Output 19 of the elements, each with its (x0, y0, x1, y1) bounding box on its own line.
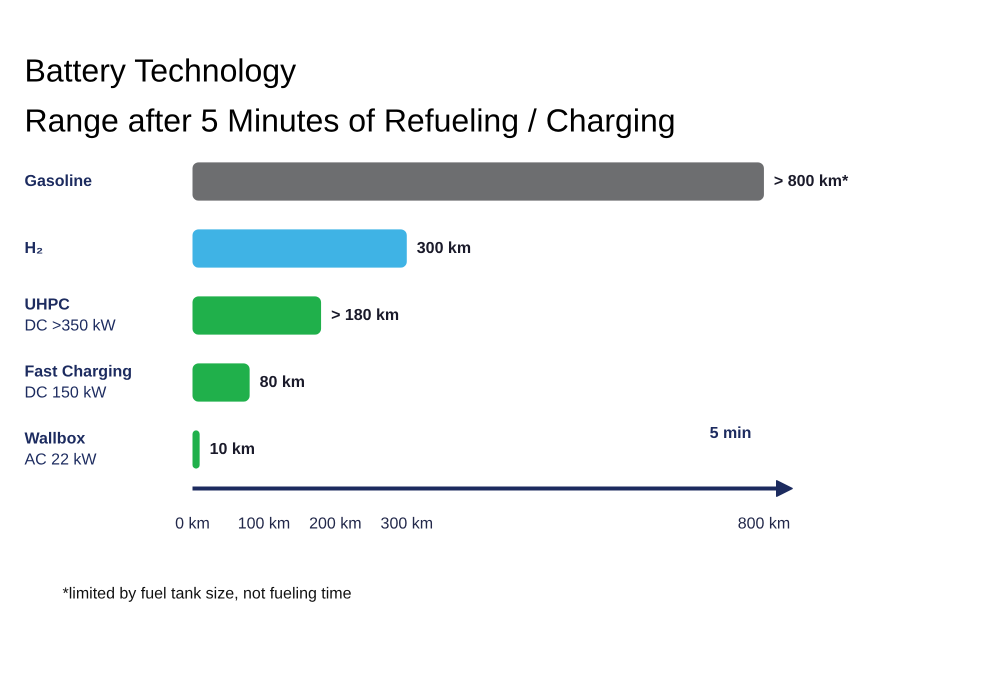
y-tick-label: Fast Charging DC 150 kW (24, 363, 132, 402)
x-tick-label: 0 km (175, 516, 210, 532)
y-tick-label: Gasoline (24, 173, 92, 190)
x-tick-label: 300 km (380, 516, 434, 532)
y-tick-label: H₂ (24, 240, 44, 257)
data-label: 10 km (210, 441, 256, 458)
data-label: 80 km (260, 374, 306, 391)
x-tick-label: 100 km (238, 516, 290, 532)
chart-title: Battery Technology (24, 52, 296, 88)
text: *limited by fuel tank size, not fueling time (62, 586, 352, 602)
data-label: > 180 km (331, 307, 400, 324)
y-tick-label: UHPC DC >350 kW (24, 296, 117, 335)
data-label: 300 km (416, 240, 472, 257)
y-tick-label: Wallbox AC 22 kW (24, 430, 98, 469)
x-tick-label: 200 km (309, 516, 362, 532)
annotation: 5 min (710, 424, 752, 442)
data-label: > 800 km* (774, 173, 849, 190)
x-tick-label: 800 km (738, 516, 790, 532)
chart-subtitle: Range after 5 Minutes of Refueling / Charging (24, 102, 676, 138)
